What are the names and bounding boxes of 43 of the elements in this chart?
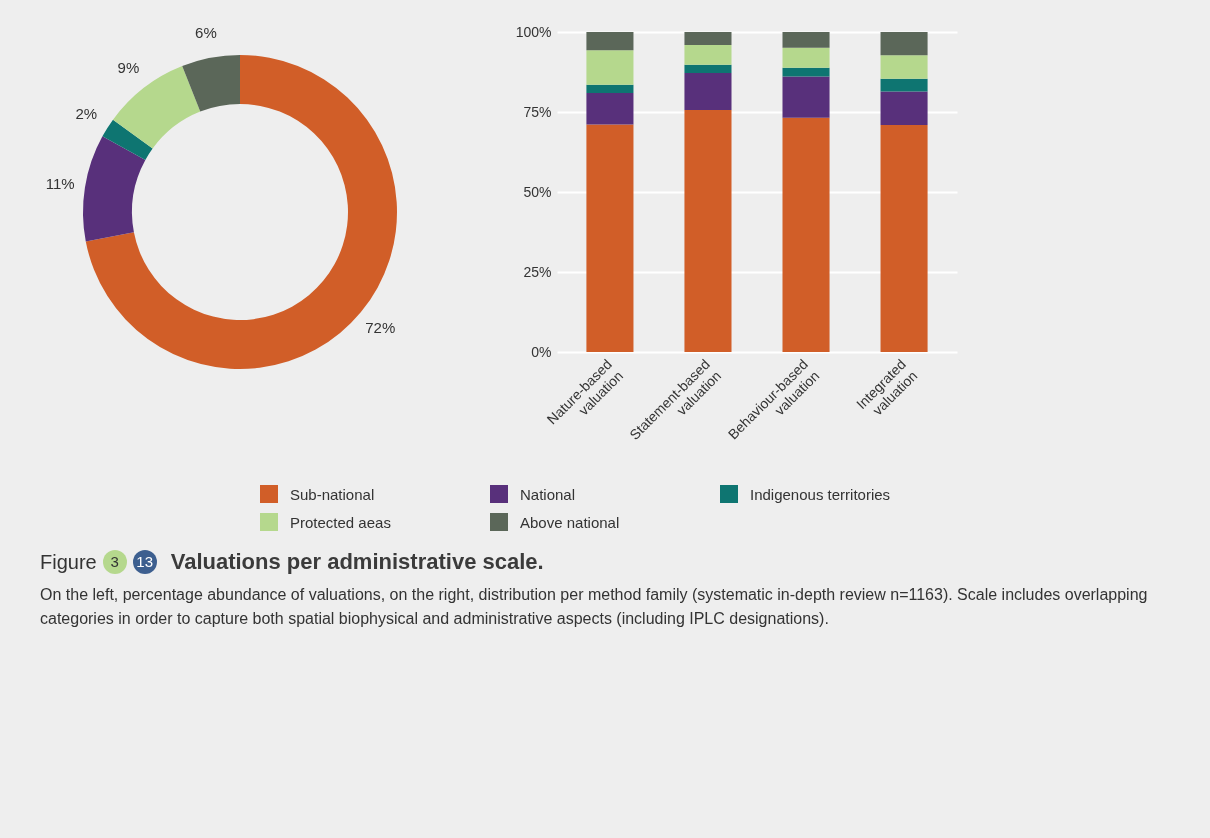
text: Figure	[40, 550, 97, 574]
bar	[586, 93, 634, 125]
legend-label: National	[520, 485, 576, 503]
data-label: 9%	[117, 59, 140, 77]
y-tick-label: 75%	[523, 103, 552, 120]
y-tick-label: 50%	[523, 183, 552, 200]
bar	[880, 125, 928, 352]
bar	[880, 32, 928, 56]
bar	[782, 67, 830, 77]
donut-slice	[182, 55, 240, 112]
bar	[782, 117, 830, 352]
text: On the left, percentage abundance of valuations, on the right, distribution per method family (systematic in-depth review n=1163). Scale includes overlapping categories in order to capture both spatial biophysical and administrative aspects (including IPLC designations).	[40, 585, 1149, 629]
bar	[880, 55, 928, 79]
bar	[684, 45, 732, 65]
bar	[586, 50, 634, 85]
bar	[586, 32, 634, 51]
legend-label: Above national	[520, 513, 620, 531]
bar	[684, 64, 732, 73]
text: 3	[102, 550, 127, 574]
data-label: 2%	[75, 105, 98, 123]
bar	[782, 32, 830, 48]
text: Valuations per administrative scale.	[170, 549, 544, 575]
bar	[880, 91, 928, 126]
data-label: 6%	[195, 24, 217, 42]
bar	[782, 76, 830, 118]
bar	[684, 110, 732, 352]
donut-slice	[102, 119, 153, 160]
bar	[782, 47, 830, 68]
donut-slice	[83, 136, 146, 242]
y-tick-label: 100%	[515, 23, 552, 40]
text: 13	[132, 550, 157, 574]
bar	[586, 84, 634, 94]
y-tick-label: 0%	[531, 343, 552, 360]
bar	[684, 32, 732, 46]
data-label: 11%	[45, 174, 75, 192]
y-tick-label: 25%	[523, 263, 552, 280]
legend-label: Indigenous territories	[750, 485, 891, 503]
bar	[586, 124, 634, 352]
legend-label: Protected aeas	[290, 513, 391, 531]
bar	[880, 78, 928, 92]
legend-label: Sub-national	[290, 485, 375, 503]
data-label: 72%	[365, 319, 396, 337]
bar	[684, 72, 732, 111]
